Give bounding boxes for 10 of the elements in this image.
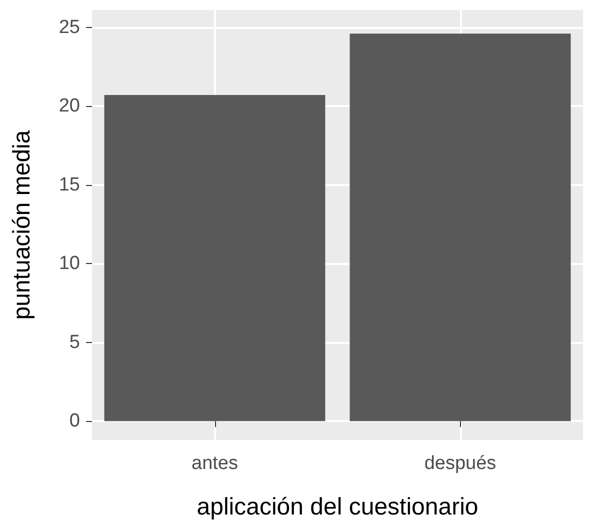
y-tick-label: 10 — [58, 253, 80, 274]
y-axis-title: puntuación media — [8, 130, 36, 320]
x-tick-label: después — [424, 453, 496, 474]
y-tick-label: 15 — [58, 174, 80, 196]
y-tick-label: 0 — [69, 410, 80, 432]
x-tick-label: antes — [192, 453, 238, 474]
y-tick-label: 20 — [58, 96, 80, 117]
y-tick-label: 5 — [69, 332, 80, 353]
y-tick-label: 25 — [58, 16, 80, 38]
x-axis-title: aplicación del cuestionario — [196, 494, 478, 520]
